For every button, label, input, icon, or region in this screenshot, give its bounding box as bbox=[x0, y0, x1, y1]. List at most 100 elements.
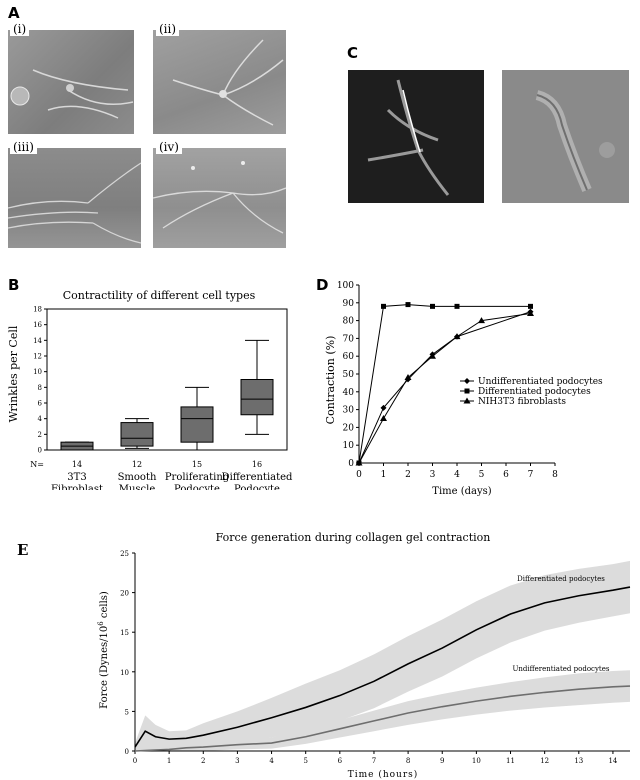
panel-label-d: D bbox=[316, 276, 329, 294]
chart-d-xtick-label: 1 bbox=[381, 470, 387, 480]
chart-e-series-line bbox=[134, 685, 631, 752]
chart-e-xtick-label: 0 bbox=[133, 757, 137, 765]
chart-d-point bbox=[404, 374, 412, 381]
chart-d-legend-marker bbox=[464, 388, 470, 394]
chart-d-ytick-label: 40 bbox=[343, 388, 355, 398]
chart-e-xtick-label: 12 bbox=[540, 757, 549, 765]
chart-b-n-value: 12 bbox=[132, 460, 142, 469]
chart-b-n-label: N= bbox=[30, 460, 44, 469]
chart-e-xtick-label: 14 bbox=[608, 757, 617, 765]
chart-b-box bbox=[180, 406, 214, 443]
chart-d-ytick-label: 20 bbox=[343, 423, 355, 433]
chart-e-error-band bbox=[135, 560, 630, 751]
chart-d-ytick-label: 80 bbox=[343, 317, 355, 327]
chart-d-point bbox=[430, 303, 435, 309]
chart-d-point bbox=[381, 303, 386, 309]
chart-e-xtick-label: 4 bbox=[269, 757, 274, 765]
micrograph-a-iii bbox=[8, 148, 141, 248]
chart-d-point bbox=[453, 333, 461, 340]
chart-e-ytick-label: 0 bbox=[125, 748, 129, 756]
chart-d-xtick-label: 2 bbox=[405, 470, 411, 480]
chart-d-legend-label: Differentiated podocytes bbox=[478, 387, 591, 397]
micrograph-a-ii-cells bbox=[172, 39, 284, 126]
chart-b-ytick-label: 12 bbox=[33, 353, 42, 361]
chart-d-point bbox=[405, 302, 411, 308]
chart-b-n-value: 14 bbox=[72, 460, 82, 469]
chart-d-xtick-label: 3 bbox=[430, 470, 436, 480]
micrograph-c-fluorescent bbox=[348, 70, 484, 203]
chart-e-xtick-label: 7 bbox=[372, 757, 376, 765]
chart-d-xtick-label: 4 bbox=[454, 470, 460, 480]
chart-d-ytick-label: 10 bbox=[343, 441, 355, 451]
chart-b-category-label: Differentiated Podocyte bbox=[222, 472, 293, 490]
chart-b-category-label: Proliferating Podocyte bbox=[165, 472, 230, 490]
micrograph-a-iv bbox=[153, 148, 286, 248]
chart-d-ytick-label: 60 bbox=[343, 352, 355, 362]
chart-d-point bbox=[429, 352, 436, 359]
subpanel-label-a-iii: (iii) bbox=[10, 140, 37, 154]
chart-e-ytick-label: 10 bbox=[120, 669, 129, 677]
chart-b-ytick-label: 0 bbox=[38, 447, 42, 455]
chart-d-point bbox=[478, 317, 485, 324]
chart-e-xtick-label: 2 bbox=[201, 757, 205, 765]
chart-b-ytick-label: 16 bbox=[33, 321, 42, 329]
subpanel-label-a-iv: (iv) bbox=[156, 140, 182, 154]
chart-e-xtick-label: 1 bbox=[167, 757, 171, 765]
subpanel-label-a-i: (i) bbox=[10, 22, 30, 36]
chart-e-label-differentiated: Differentiated podocytes bbox=[517, 575, 605, 583]
chart-b-ytick-label: 2 bbox=[38, 431, 42, 439]
chart-b-ytick-label: 14 bbox=[33, 337, 42, 345]
chart-b: Contractility of different cell types Wr… bbox=[7, 289, 293, 490]
chart-d-ytick-label: 50 bbox=[343, 370, 355, 380]
chart-d: Contraction (%) 0 10 20 30 40 50 60 70 80 90 100 0 1… bbox=[324, 281, 603, 497]
chart-e-label-undifferentiated: Undifferentiated podocytes bbox=[513, 665, 610, 673]
chart-b-n-value: 15 bbox=[192, 460, 202, 469]
micrograph-c-brightfield-cell bbox=[535, 90, 615, 192]
chart-b-ylabel: Wrinkles per Cell bbox=[7, 325, 20, 422]
chart-d-point bbox=[380, 404, 387, 411]
chart-d-ytick-label: 90 bbox=[343, 299, 355, 309]
chart-e-xtick-label: 8 bbox=[406, 757, 410, 765]
chart-e: Force generation during collagen gel con… bbox=[17, 531, 631, 780]
chart-d-point bbox=[454, 303, 460, 309]
chart-d-xlabel: Time (days) bbox=[432, 486, 491, 497]
panel-label-a: A bbox=[8, 4, 20, 22]
chart-e-xtick-label: 11 bbox=[506, 757, 515, 765]
chart-d-ylabel: Contraction (%) bbox=[324, 336, 337, 425]
chart-e-xtick-label: 3 bbox=[235, 757, 239, 765]
chart-d-xtick-label: 7 bbox=[528, 470, 534, 480]
chart-d-point bbox=[527, 309, 534, 316]
chart-b-frame bbox=[46, 308, 288, 451]
chart-d-xtick-label: 8 bbox=[552, 470, 558, 480]
chart-d-ytick-label: 70 bbox=[343, 334, 355, 344]
chart-d-ytick-label: 100 bbox=[337, 281, 354, 291]
chart-e-xtick-label: 6 bbox=[338, 757, 343, 765]
chart-d-ytick-label: 0 bbox=[348, 459, 354, 469]
chart-b-ytick-label: 18 bbox=[33, 306, 42, 314]
chart-d-point bbox=[380, 415, 387, 421]
chart-b-category-label: Smooth Muscle bbox=[118, 472, 157, 490]
chart-e-xtick-label: 9 bbox=[440, 757, 444, 765]
chart-d-point bbox=[528, 303, 533, 309]
chart-b-box bbox=[240, 379, 274, 416]
chart-d-point bbox=[355, 459, 363, 466]
chart-e-xtick-label: 10 bbox=[472, 757, 481, 765]
chart-e-xtick-label: 5 bbox=[303, 757, 307, 765]
chart-d-xtick-label: 0 bbox=[356, 470, 362, 480]
chart-d-xtick-label: 6 bbox=[503, 470, 509, 480]
chart-e-ytick-label: 15 bbox=[120, 629, 129, 637]
micrograph-c-fluorescent-fibers bbox=[367, 79, 450, 196]
chart-e-xtick-label: 13 bbox=[574, 757, 583, 765]
chart-d-legend-label: Undifferentiated podocytes bbox=[478, 377, 603, 387]
chart-e-error-band bbox=[135, 670, 630, 751]
micrograph-a-i bbox=[8, 30, 134, 134]
chart-b-ytick-label: 10 bbox=[33, 368, 42, 376]
chart-b-title: Contractility of different cell types bbox=[63, 289, 256, 302]
micrograph-a-ii bbox=[153, 30, 286, 134]
panel-label-e: E bbox=[17, 541, 28, 559]
chart-e-ytick-label: 5 bbox=[125, 708, 129, 716]
chart-b-ytick-label: 4 bbox=[38, 415, 43, 423]
chart-e-ytick-label: 25 bbox=[120, 550, 129, 558]
micrograph-a-iv-cells bbox=[153, 161, 286, 234]
chart-b-ytick-label: 6 bbox=[38, 400, 43, 408]
